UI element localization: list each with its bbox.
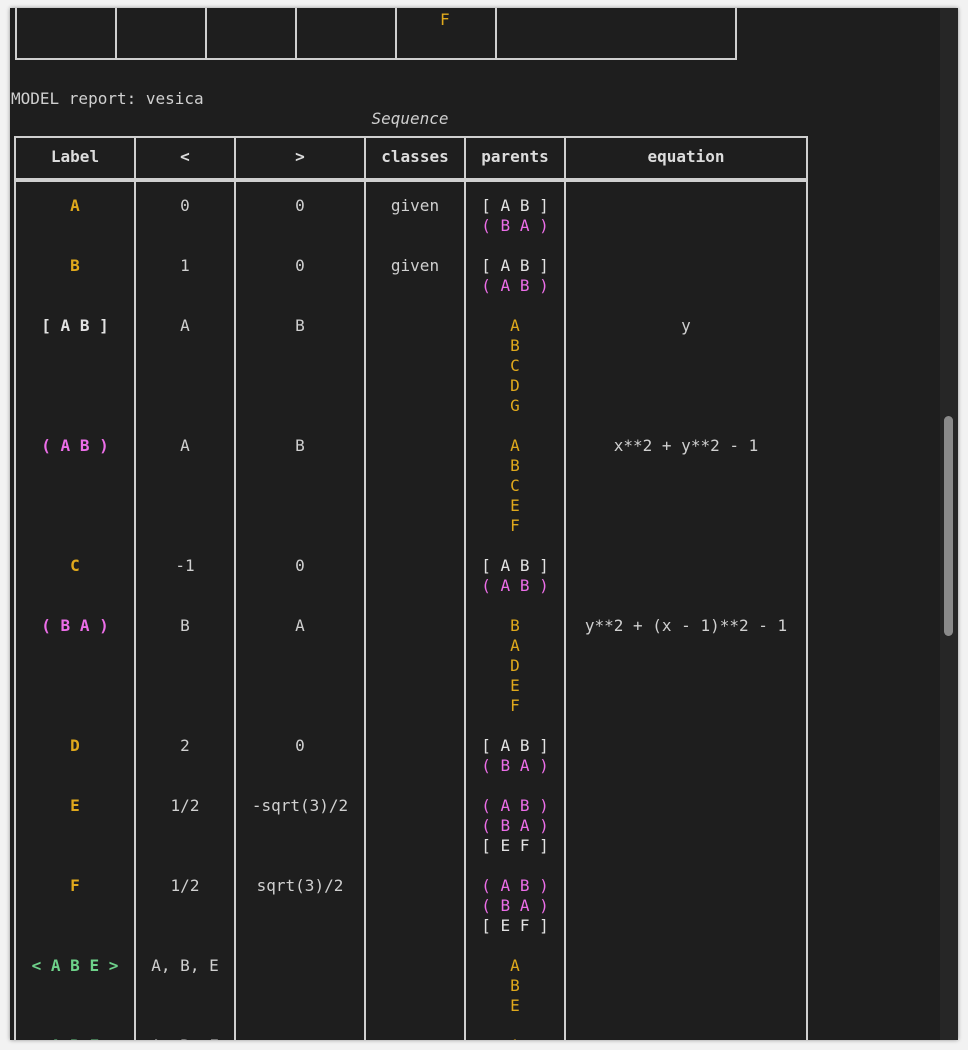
cell-lt: A, B, F bbox=[134, 1036, 236, 1040]
vertical-scrollbar[interactable] bbox=[940, 8, 958, 1040]
parent-entry: A bbox=[510, 636, 520, 655]
cell-lt: A, B, E bbox=[151, 956, 219, 975]
cell-gt: 0 bbox=[295, 556, 305, 575]
cell-lt: B bbox=[180, 616, 190, 635]
cell-label: C bbox=[70, 556, 80, 575]
cell-classes: given bbox=[390, 256, 440, 275]
cell-gt: -sqrt(3)/2 bbox=[251, 796, 349, 815]
cell-label: F bbox=[70, 876, 80, 895]
parent-entry: [ A B ] bbox=[481, 736, 549, 755]
cell-lt: 2 bbox=[180, 736, 190, 755]
cell-gt: B bbox=[295, 436, 305, 455]
parent-entry: A bbox=[510, 316, 520, 335]
cell-gt: A bbox=[295, 616, 305, 635]
cell-label: < A B F > bbox=[14, 1036, 136, 1040]
header-equation: equation bbox=[647, 147, 725, 166]
parent-entry: B bbox=[510, 976, 520, 995]
parent-entry: F bbox=[510, 696, 520, 715]
parent-entry: ( B A ) bbox=[481, 816, 549, 835]
parent-entry: A bbox=[510, 436, 520, 455]
cell-gt: B bbox=[295, 316, 305, 335]
cell-label: A bbox=[70, 196, 80, 215]
parent-entry: [ E F ] bbox=[481, 916, 549, 935]
cell-label: E bbox=[70, 796, 80, 815]
parent-entry: ( A B ) bbox=[481, 576, 549, 595]
parent-entry: ( B A ) bbox=[481, 756, 549, 775]
cell-lt: -1 bbox=[175, 556, 195, 575]
cell-gt: sqrt(3)/2 bbox=[256, 876, 344, 895]
cell-equation: x**2 + y**2 - 1 bbox=[613, 436, 759, 455]
parent-entry: B bbox=[510, 616, 520, 635]
parent-entry: E bbox=[510, 996, 520, 1015]
parent-entry: C bbox=[510, 356, 520, 375]
terminal-output: F MODEL report: vesica Sequence Label < … bbox=[10, 8, 940, 1040]
parent-entry: G bbox=[510, 396, 520, 415]
cell-label: < A B E > bbox=[31, 956, 119, 975]
cell-label: ( B A ) bbox=[41, 616, 109, 635]
parent-entry: C bbox=[510, 476, 520, 495]
parent-entry: [ A B ] bbox=[481, 196, 549, 215]
cell-equation: y**2 + (x - 1)**2 - 1 bbox=[584, 616, 788, 635]
parent-entry: A bbox=[464, 1036, 566, 1040]
parent-entry: [ A B ] bbox=[481, 256, 549, 275]
terminal-window: F MODEL report: vesica Sequence Label < … bbox=[10, 8, 958, 1040]
parent-entry: E bbox=[510, 496, 520, 515]
parent-entry: ( B A ) bbox=[481, 896, 549, 915]
parent-entry: ( B A ) bbox=[481, 216, 549, 235]
cell-lt: A bbox=[180, 436, 190, 455]
cell-lt: 1/2 bbox=[170, 796, 200, 815]
header-gt: > bbox=[295, 147, 305, 166]
sequence-table: Label < > classes parents equation A 0 0 gi… bbox=[14, 136, 808, 1040]
previous-parent-F: F bbox=[440, 10, 450, 29]
cell-label: D bbox=[70, 736, 80, 755]
header-parents: parents bbox=[481, 147, 549, 166]
parent-entry: E bbox=[510, 676, 520, 695]
cell-lt: A bbox=[180, 316, 190, 335]
parent-entry: ( A B ) bbox=[481, 796, 549, 815]
parent-entry: ( A B ) bbox=[481, 876, 549, 895]
scrollbar-thumb[interactable] bbox=[944, 416, 953, 636]
cell-gt: 0 bbox=[295, 256, 305, 275]
cell-lt: 1 bbox=[180, 256, 190, 275]
parent-entry: B bbox=[510, 336, 520, 355]
table-caption: Sequence bbox=[371, 109, 449, 128]
parent-entry: A bbox=[510, 956, 520, 975]
parent-entry: F bbox=[510, 516, 520, 535]
parent-entry: [ E F ] bbox=[481, 836, 549, 855]
parent-entry: B bbox=[510, 456, 520, 475]
cell-label: B bbox=[70, 256, 80, 275]
cell-gt: 0 bbox=[295, 736, 305, 755]
model-report-title: MODEL report: vesica bbox=[11, 89, 204, 108]
cell-lt: 0 bbox=[180, 196, 190, 215]
cell-label: [ A B ] bbox=[41, 316, 109, 335]
cell-gt: 0 bbox=[295, 196, 305, 215]
cell-classes: given bbox=[390, 196, 440, 215]
header-lt: < bbox=[180, 147, 190, 166]
parent-entry: D bbox=[510, 656, 520, 675]
cell-lt: 1/2 bbox=[170, 876, 200, 895]
header-label: Label bbox=[50, 147, 100, 166]
parent-entry: D bbox=[510, 376, 520, 395]
parent-entry: [ A B ] bbox=[481, 556, 549, 575]
header-classes: classes bbox=[381, 147, 449, 166]
cell-equation: y bbox=[681, 316, 691, 335]
cell-label: ( A B ) bbox=[41, 436, 109, 455]
parent-entry: ( A B ) bbox=[481, 276, 549, 295]
